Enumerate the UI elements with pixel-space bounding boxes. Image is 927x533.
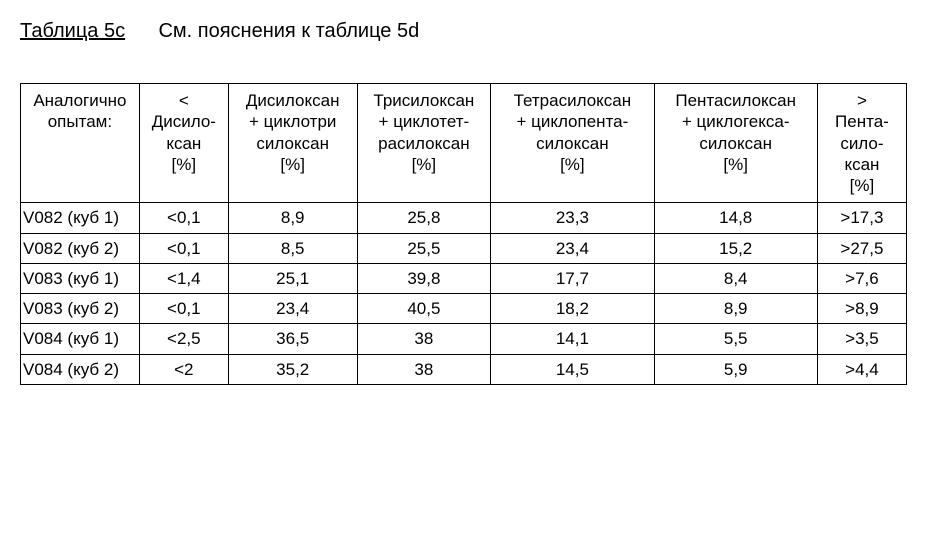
cell: V083 (куб 2) [21, 294, 140, 324]
col-header: Пентасилоксан+ циклогекса-силоксан[%] [654, 84, 817, 203]
table-row: V082 (куб 2) <0,1 8,5 25,5 23,4 15,2 >27… [21, 233, 907, 263]
cell: >8,9 [817, 294, 906, 324]
cell: 8,4 [654, 263, 817, 293]
cell: 5,9 [654, 354, 817, 384]
cell: 36,5 [228, 324, 357, 354]
cell: 40,5 [357, 294, 491, 324]
cell: >7,6 [817, 263, 906, 293]
col-header: Трисилоксан+ циклотет-расилоксан[%] [357, 84, 491, 203]
cell: V084 (куб 1) [21, 324, 140, 354]
cell: >17,3 [817, 203, 906, 233]
cell: <0,1 [139, 203, 228, 233]
cell: <0,1 [139, 294, 228, 324]
cell: 8,9 [654, 294, 817, 324]
col-header: Аналогично опытам: [21, 84, 140, 203]
table-row: V083 (куб 1) <1,4 25,1 39,8 17,7 8,4 >7,… [21, 263, 907, 293]
cell: V084 (куб 2) [21, 354, 140, 384]
cell: 23,4 [228, 294, 357, 324]
cell: 15,2 [654, 233, 817, 263]
cell: 8,9 [228, 203, 357, 233]
cell: 25,8 [357, 203, 491, 233]
cell: >3,5 [817, 324, 906, 354]
col-header: <Дисило-ксан[%] [139, 84, 228, 203]
cell: 8,5 [228, 233, 357, 263]
cell: V082 (куб 1) [21, 203, 140, 233]
data-table: Аналогично опытам: <Дисило-ксан[%] Дисил… [20, 83, 907, 385]
cell: <0,1 [139, 233, 228, 263]
table-header-row: Аналогично опытам: <Дисило-ксан[%] Дисил… [21, 84, 907, 203]
table-row: V082 (куб 1) <0,1 8,9 25,8 23,3 14,8 >17… [21, 203, 907, 233]
cell: 25,1 [228, 263, 357, 293]
cell: 17,7 [491, 263, 654, 293]
cell: 23,4 [491, 233, 654, 263]
table-caption: Таблица 5c См. пояснения к таблице 5d [20, 20, 907, 43]
cell: 23,3 [491, 203, 654, 233]
table-row: V084 (куб 1) <2,5 36,5 38 14,1 5,5 >3,5 [21, 324, 907, 354]
cell: 38 [357, 354, 491, 384]
cell: 18,2 [491, 294, 654, 324]
table-note: См. пояснения к таблице 5d [158, 20, 419, 42]
col-header: Тетрасилоксан+ циклопента-силоксан[%] [491, 84, 654, 203]
table-body: V082 (куб 1) <0,1 8,9 25,8 23,3 14,8 >17… [21, 203, 907, 385]
table-row: V083 (куб 2) <0,1 23,4 40,5 18,2 8,9 >8,… [21, 294, 907, 324]
cell: V082 (куб 2) [21, 233, 140, 263]
cell: 14,8 [654, 203, 817, 233]
cell: 38 [357, 324, 491, 354]
cell: 14,1 [491, 324, 654, 354]
cell: 35,2 [228, 354, 357, 384]
table-row: V084 (куб 2) <2 35,2 38 14,5 5,9 >4,4 [21, 354, 907, 384]
col-header: Дисилоксан+ циклотрисилоксан[%] [228, 84, 357, 203]
cell: V083 (куб 1) [21, 263, 140, 293]
cell: 14,5 [491, 354, 654, 384]
cell: >4,4 [817, 354, 906, 384]
cell: <2 [139, 354, 228, 384]
cell: 25,5 [357, 233, 491, 263]
col-header: >Пента-сило-ксан[%] [817, 84, 906, 203]
cell: 39,8 [357, 263, 491, 293]
cell: 5,5 [654, 324, 817, 354]
cell: <1,4 [139, 263, 228, 293]
cell: <2,5 [139, 324, 228, 354]
cell: >27,5 [817, 233, 906, 263]
table-title: Таблица 5c [20, 20, 125, 42]
